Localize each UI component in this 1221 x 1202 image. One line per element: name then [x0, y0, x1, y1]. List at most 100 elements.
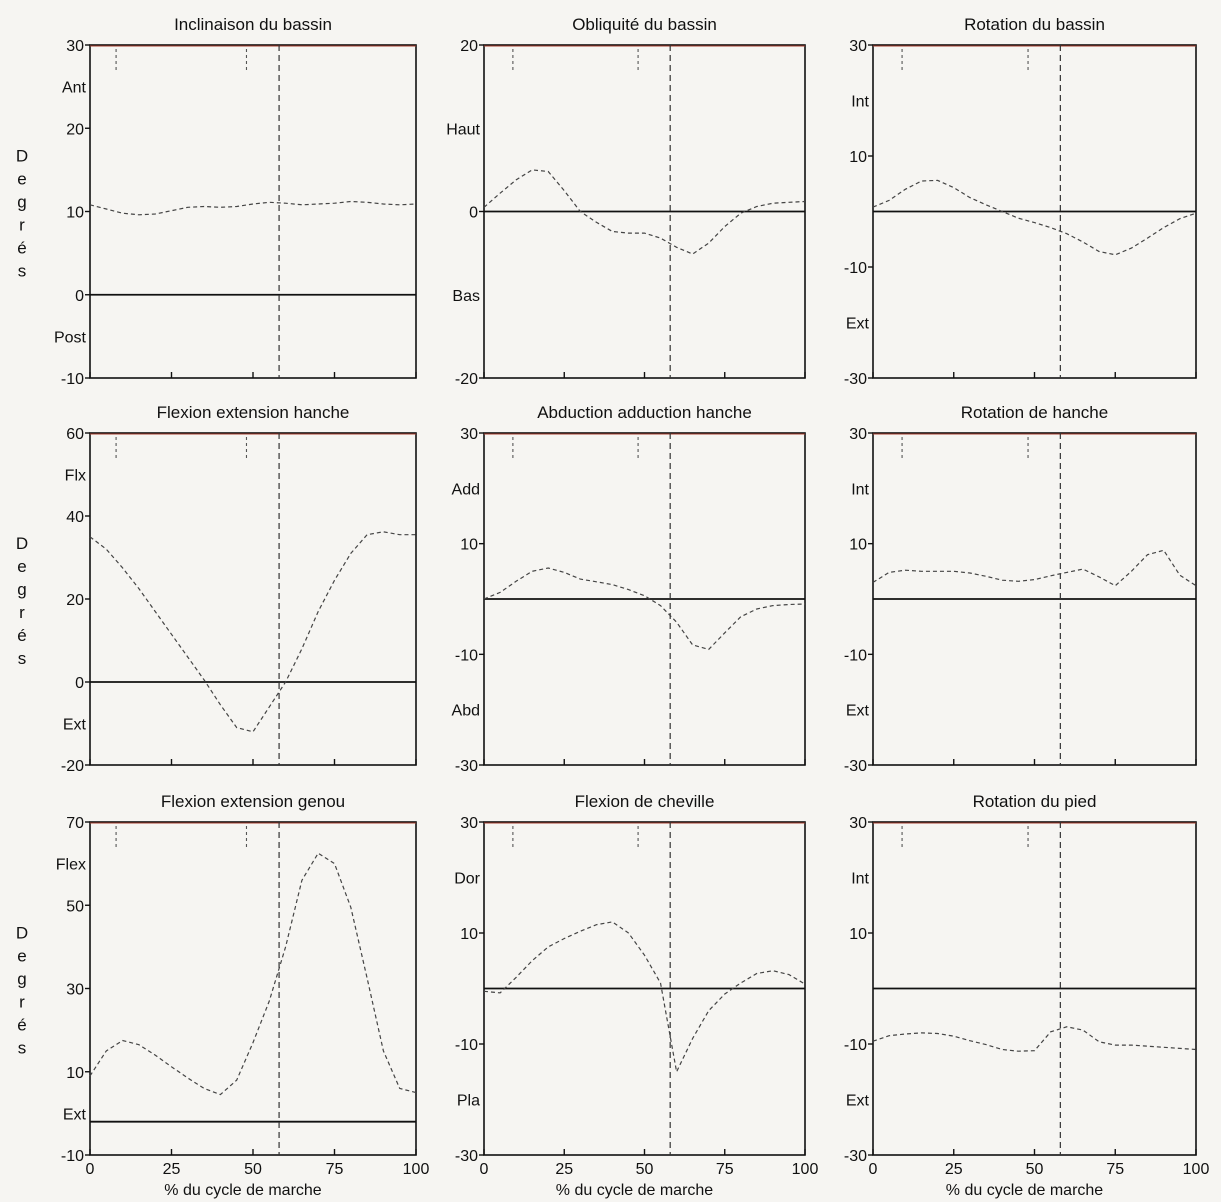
region-label: Ant [62, 80, 87, 97]
panel-title: Flexion extension genou [161, 792, 345, 811]
y-tick-label: 30 [66, 38, 84, 55]
region-label: Haut [446, 121, 480, 138]
x-tick-label: 50 [636, 1161, 654, 1178]
series-line [872, 179, 1197, 256]
y-tick-label: 10 [849, 149, 867, 166]
y-tick-label: 10 [849, 537, 867, 554]
x-tick-label: 25 [555, 1161, 573, 1178]
plot-frame [89, 44, 417, 379]
panel-1: Inclinaison du bassin -10 0 10 20 30 Ant Post [54, 15, 417, 388]
y-tick-label: 0 [75, 675, 84, 692]
region-label: Ext [63, 1106, 87, 1123]
y-tick-label: -20 [455, 371, 478, 388]
y-tick-label: -20 [61, 758, 84, 775]
y-axis-label-letter: s [18, 649, 27, 668]
x-tick-label: 100 [403, 1161, 430, 1178]
panel-6: Rotation de hanche -30 -10 10 30 Int Ext [844, 403, 1197, 775]
x-tick-label: 75 [716, 1161, 734, 1178]
y-tick-label: 50 [66, 898, 84, 915]
x-tick-label: 75 [326, 1161, 344, 1178]
panel-title: Inclinaison du bassin [174, 15, 332, 34]
region-label: Post [54, 329, 87, 346]
y-axis-label-letter: s [18, 1039, 27, 1058]
panel-2: Obliquité du bassin -20 0 20 Haut Bas [446, 15, 806, 388]
panel-5: Abduction adduction hanche -30 -10 10 30 Add A… [452, 403, 806, 775]
region-label: Int [851, 481, 869, 498]
y-axis-label-letter: é [17, 626, 26, 645]
y-axis-label-letter: g [17, 970, 26, 989]
y-tick-label: 30 [849, 815, 867, 832]
panel-title: Abduction adduction hanche [537, 403, 752, 422]
y-tick-label: -30 [844, 758, 867, 775]
x-axis-label: % du cycle de marche [946, 1182, 1104, 1199]
y-tick-label: 20 [66, 592, 84, 609]
y-tick-label: 0 [469, 205, 478, 222]
region-label: Ext [846, 316, 870, 333]
y-axis-label-letter: r [19, 603, 25, 622]
x-tick-label: 50 [1026, 1161, 1044, 1178]
y-tick-label: 10 [66, 205, 84, 222]
plot-frame [89, 821, 417, 1156]
y-axis-label-letter: D [16, 534, 28, 553]
panel-title: Flexion extension hanche [157, 403, 350, 422]
y-tick-label: 30 [66, 982, 84, 999]
y-axis-label-letter: r [19, 216, 25, 235]
panel-7: Flexion extension genou -10 10 30 50 70 0 25 50 7… [56, 792, 430, 1199]
y-axis-label-letter: g [17, 580, 26, 599]
y-tick-label: 30 [460, 426, 478, 443]
y-tick-label: 20 [460, 38, 478, 55]
x-tick-label: 100 [1183, 1161, 1210, 1178]
y-axis-label-letter: s [18, 262, 27, 281]
y-tick-label: 0 [75, 288, 84, 305]
x-tick-label: 50 [244, 1161, 262, 1178]
y-tick-label: 10 [460, 537, 478, 554]
x-tick-label: 75 [1106, 1161, 1124, 1178]
y-axis-label-letter: D [16, 924, 28, 943]
y-tick-label: 30 [460, 815, 478, 832]
y-tick-label: -10 [844, 647, 867, 664]
y-axis-label-letter: e [17, 170, 26, 189]
x-axis-label: % du cycle de marche [164, 1182, 322, 1199]
y-axis-label-letter: r [19, 993, 25, 1012]
region-label: Dor [454, 871, 480, 888]
region-label: Abd [452, 703, 480, 720]
y-tick-label: 30 [849, 38, 867, 55]
panel-title: Rotation du pied [973, 792, 1097, 811]
panel-title: Flexion de cheville [575, 792, 715, 811]
y-tick-label: -10 [844, 260, 867, 277]
y-tick-label: 10 [460, 926, 478, 943]
x-tick-label: 0 [869, 1161, 878, 1178]
x-tick-label: 25 [945, 1161, 963, 1178]
region-label: Ext [63, 717, 87, 734]
x-tick-label: 25 [163, 1161, 181, 1178]
region-label: Int [851, 871, 869, 888]
x-axis-label: % du cycle de marche [556, 1182, 714, 1199]
y-tick-label: 10 [849, 926, 867, 943]
x-tick-label: 100 [792, 1161, 819, 1178]
region-label: Pla [457, 1093, 480, 1110]
series-line [872, 1026, 1197, 1052]
y-tick-label: 20 [66, 121, 84, 138]
y-tick-label: -30 [844, 371, 867, 388]
y-axis-label-letter: é [17, 239, 26, 258]
panel-9: Rotation du pied -30 -10 10 30 0 25 50 75 100 Int E… [844, 792, 1210, 1199]
y-tick-label: 10 [66, 1065, 84, 1082]
series-line [872, 549, 1197, 587]
x-tick-label: 0 [86, 1161, 95, 1178]
y-tick-label: 70 [66, 815, 84, 832]
region-label: Add [452, 481, 480, 498]
series-line [483, 921, 806, 1074]
panel-3: Rotation du bassin -30 -10 10 30 Int Ext [844, 15, 1197, 388]
x-tick-label: 0 [480, 1161, 489, 1178]
series-line [89, 852, 417, 1096]
series-line [483, 169, 806, 255]
y-tick-label: 60 [66, 426, 84, 443]
y-axis-label-letter: D [16, 147, 28, 166]
y-axis-label-letter: g [17, 193, 26, 212]
y-tick-label: 40 [66, 509, 84, 526]
y-tick-label: -30 [844, 1148, 867, 1165]
panel-4: Flexion extension hanche -20 0 20 40 60 Flx Ext [61, 403, 417, 775]
